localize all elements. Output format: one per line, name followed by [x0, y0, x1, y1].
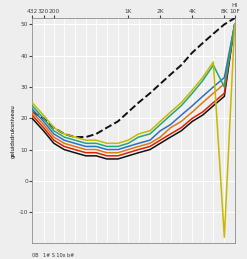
- Y-axis label: geluidsdruksniveau: geluidsdruksniveau: [11, 104, 16, 158]
- Text: 0B   1# S 10x b#: 0B 1# S 10x b#: [32, 253, 74, 258]
